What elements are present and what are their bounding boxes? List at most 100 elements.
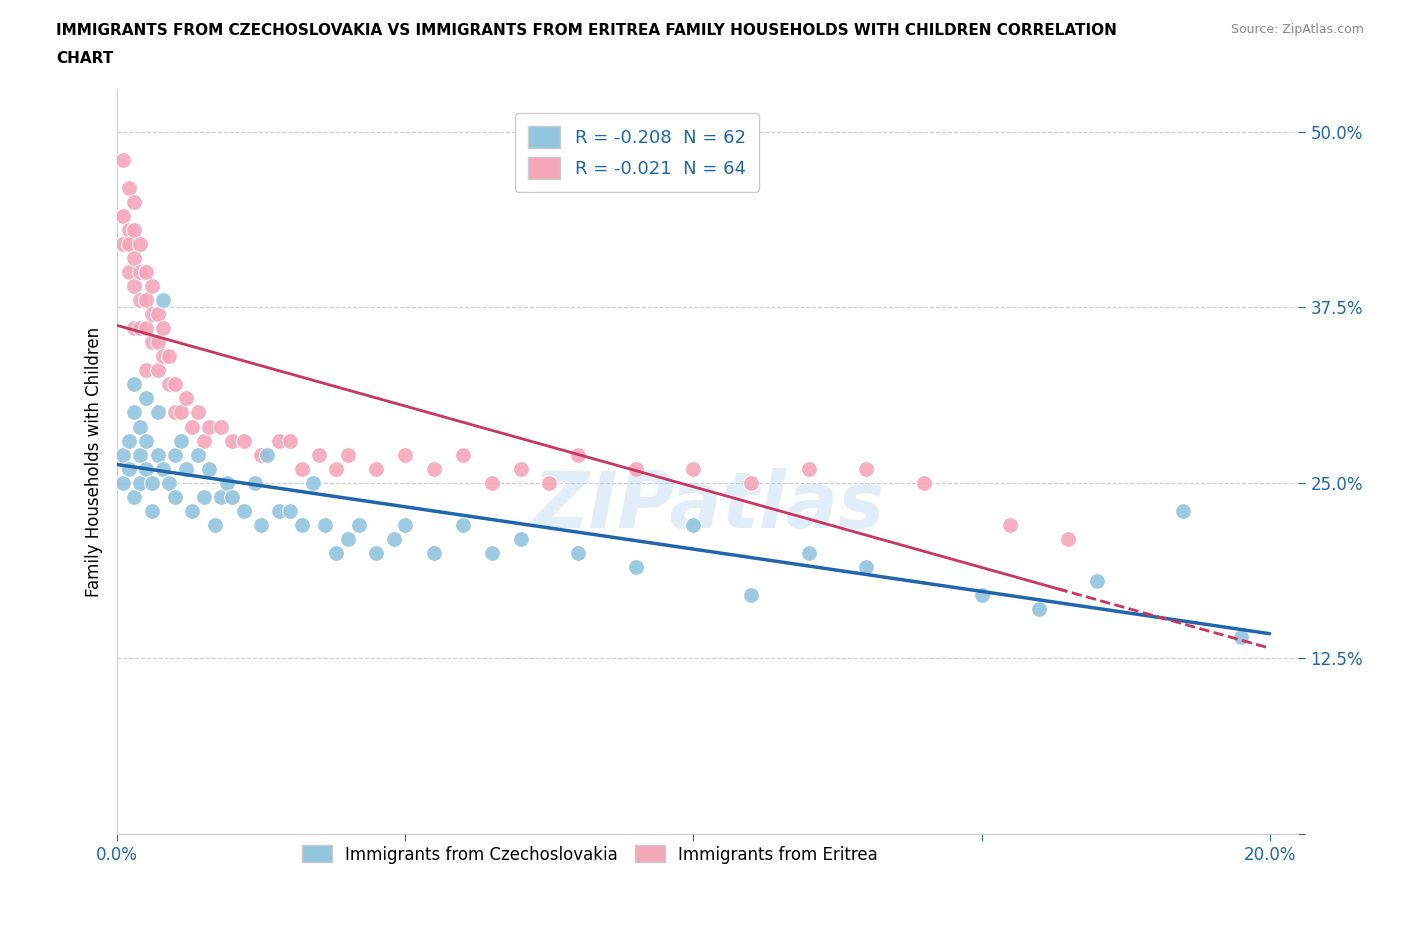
Point [423, 461, 446, 476]
Text: IMMIGRANTS FROM CZECHOSLOVAKIA VS IMMIGRANTS FROM ERITREA FAMILY HOUSEHOLDS WITH: IMMIGRANTS FROM CZECHOSLOVAKIA VS IMMIGR… [56, 23, 1118, 38]
Point [118, 433, 141, 448]
Point [124, 279, 146, 294]
Point [290, 517, 312, 532]
Point [302, 475, 325, 490]
Point [567, 447, 589, 462]
Point [267, 503, 290, 518]
Point [209, 489, 232, 504]
Point [740, 475, 762, 490]
Point [193, 433, 215, 448]
Point [176, 391, 198, 405]
Point [193, 489, 215, 504]
Point [124, 321, 146, 336]
Point [129, 293, 152, 308]
Point [135, 461, 157, 476]
Point [221, 433, 243, 448]
Point [124, 250, 146, 265]
Point [336, 531, 359, 546]
Point [187, 447, 209, 462]
Point [129, 475, 152, 490]
Point [451, 447, 474, 462]
Point [187, 405, 209, 420]
Point [314, 517, 336, 532]
Point [682, 517, 704, 532]
Point [209, 419, 232, 434]
Point [382, 531, 405, 546]
Point [141, 475, 163, 490]
Point [325, 546, 347, 561]
Point [152, 349, 174, 364]
Point [111, 236, 134, 251]
Point [233, 503, 256, 518]
Point [111, 208, 134, 223]
Point [538, 475, 561, 490]
Point [135, 433, 157, 448]
Point [181, 419, 204, 434]
Text: CHART: CHART [56, 51, 114, 66]
Point [129, 321, 152, 336]
Point [290, 461, 312, 476]
Point [152, 321, 174, 336]
Point [141, 307, 163, 322]
Point [481, 475, 503, 490]
Point [256, 447, 278, 462]
Point [111, 475, 134, 490]
Point [176, 461, 198, 476]
Point [394, 517, 416, 532]
Point [233, 433, 256, 448]
Legend: Immigrants from Czechoslovakia, Immigrants from Eritrea: Immigrants from Czechoslovakia, Immigran… [295, 839, 884, 870]
Point [1057, 531, 1080, 546]
Point [278, 503, 301, 518]
Point [481, 546, 503, 561]
Point [1230, 630, 1253, 644]
Point [278, 433, 301, 448]
Point [129, 264, 152, 279]
Point [1173, 503, 1195, 518]
Y-axis label: Family Households with Children: Family Households with Children [86, 326, 103, 597]
Point [682, 461, 704, 476]
Point [250, 447, 273, 462]
Point [118, 236, 141, 251]
Point [1085, 574, 1108, 589]
Point [198, 461, 221, 476]
Point [129, 236, 152, 251]
Point [797, 546, 820, 561]
Point [129, 419, 152, 434]
Point [135, 293, 157, 308]
Point [912, 475, 935, 490]
Text: ZIPatlas: ZIPatlas [531, 469, 884, 544]
Point [169, 405, 191, 420]
Point [124, 489, 146, 504]
Point [111, 153, 134, 167]
Point [141, 503, 163, 518]
Point [423, 546, 446, 561]
Point [129, 447, 152, 462]
Point [221, 489, 243, 504]
Point [146, 363, 169, 378]
Point [146, 447, 169, 462]
Point [118, 180, 141, 195]
Point [1000, 517, 1022, 532]
Point [250, 517, 273, 532]
Point [366, 546, 388, 561]
Point [509, 461, 531, 476]
Point [111, 447, 134, 462]
Point [451, 517, 474, 532]
Point [163, 405, 186, 420]
Point [163, 489, 186, 504]
Point [118, 222, 141, 237]
Point [146, 405, 169, 420]
Point [204, 517, 226, 532]
Text: Source: ZipAtlas.com: Source: ZipAtlas.com [1230, 23, 1364, 36]
Point [163, 377, 186, 392]
Point [157, 349, 180, 364]
Point [325, 461, 347, 476]
Point [181, 503, 204, 518]
Point [135, 363, 157, 378]
Point [797, 461, 820, 476]
Point [509, 531, 531, 546]
Point [157, 377, 180, 392]
Point [146, 335, 169, 350]
Point [624, 560, 647, 575]
Point [124, 222, 146, 237]
